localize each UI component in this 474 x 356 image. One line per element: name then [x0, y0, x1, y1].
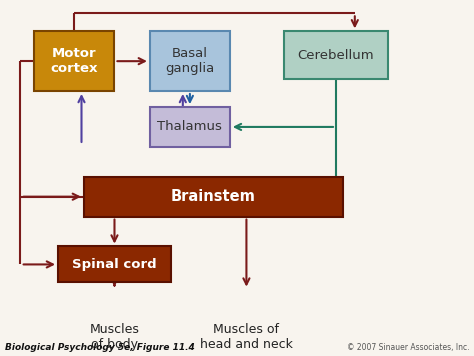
FancyBboxPatch shape: [35, 31, 115, 91]
Text: Cerebellum: Cerebellum: [298, 49, 374, 62]
FancyBboxPatch shape: [58, 246, 171, 282]
Text: Basal
ganglia: Basal ganglia: [165, 47, 215, 75]
FancyBboxPatch shape: [84, 177, 343, 216]
Text: Motor
cortex: Motor cortex: [51, 47, 98, 75]
Text: © 2007 Sinauer Associates, Inc.: © 2007 Sinauer Associates, Inc.: [347, 344, 469, 352]
Text: Muscles
of body: Muscles of body: [90, 323, 139, 351]
FancyBboxPatch shape: [150, 107, 230, 147]
Text: Brainstem: Brainstem: [171, 189, 256, 204]
FancyBboxPatch shape: [284, 31, 388, 79]
FancyBboxPatch shape: [150, 31, 230, 91]
Text: Thalamus: Thalamus: [157, 120, 222, 134]
Text: Muscles of
head and neck: Muscles of head and neck: [200, 323, 293, 351]
Text: Spinal cord: Spinal cord: [72, 258, 157, 271]
Text: Biological Psychology 5e, Figure 11.4: Biological Psychology 5e, Figure 11.4: [5, 344, 194, 352]
